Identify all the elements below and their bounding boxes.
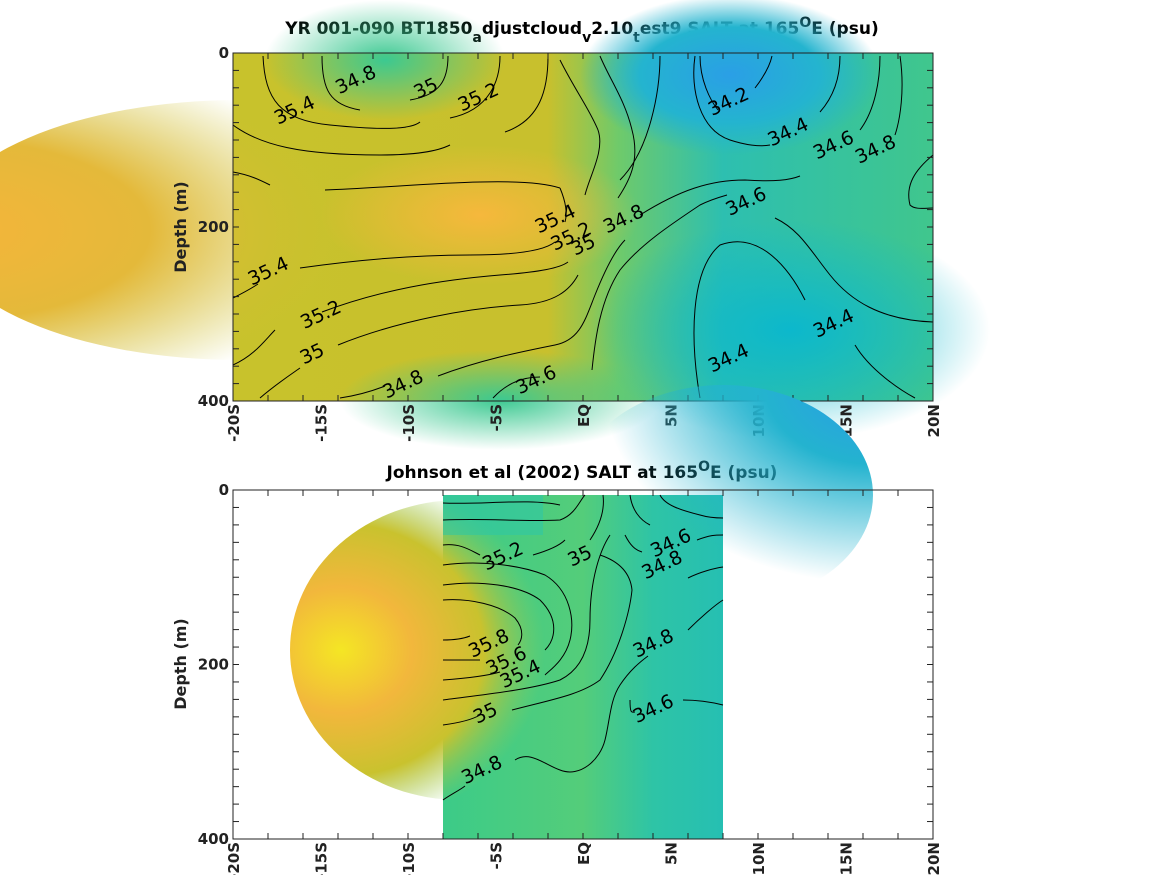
top-y-tick-labels: 0 200 400 <box>198 44 229 410</box>
x-tick-label: EQ <box>575 404 593 427</box>
top-contour-35-north <box>262 55 421 129</box>
top-contour-34-6-lower-b <box>591 194 728 371</box>
bottom-contour-35-lower-b <box>511 554 633 711</box>
bottom-contour-34-8-east <box>687 599 724 631</box>
x-tick-label: -15S <box>313 842 331 875</box>
top-field-warm-core <box>320 145 640 285</box>
top-panel: YR 001-090 BT1850adjustcloudv2.10test9 S… <box>0 0 990 450</box>
x-tick-label: -20S <box>225 404 243 442</box>
top-contour-35-north-b <box>449 55 501 119</box>
bottom-contour-34-6-upper <box>629 494 651 526</box>
top-contour-34-4-deep-b <box>854 344 916 399</box>
bottom-contour-35-4 <box>442 562 573 676</box>
x-tick-label: 10N <box>750 842 768 875</box>
x-tick-label: -5S <box>488 842 506 869</box>
bottom-x-ticks <box>232 489 934 840</box>
x-tick-label: -5S <box>488 404 506 431</box>
bottom-y-axis-label: Depth (m) <box>171 618 190 710</box>
y-tick-label: 400 <box>198 830 229 848</box>
top-contour-35-4-core <box>559 187 567 223</box>
top-field-green-south <box>340 350 660 450</box>
top-contour-35-lower <box>259 367 301 399</box>
bottom-contour-34-6-upper-b <box>696 534 724 541</box>
bottom-contour-surface-2 <box>442 494 586 522</box>
x-tick-label: 20N <box>925 842 943 875</box>
bottom-contour-34-6-east <box>629 699 636 713</box>
y-tick-label: 200 <box>198 656 229 674</box>
bottom-panel: Johnson et al (2002) SALT at 165OE (psu) <box>171 385 943 875</box>
top-contour-35-4-lower-b <box>299 241 556 269</box>
top-contour-lines <box>232 55 934 399</box>
bottom-contour-34-8-upper-b <box>687 566 724 579</box>
top-contour-34-4-deep <box>693 241 806 399</box>
bottom-contour-lines <box>442 494 724 801</box>
bottom-contour-35-2 <box>442 544 481 556</box>
top-contour-35-2-lower-b <box>321 261 569 313</box>
top-contour-34-8-north <box>321 55 361 111</box>
bottom-contour-35-4-b <box>442 671 501 681</box>
top-contour-34-8-north-b <box>409 55 449 101</box>
bottom-contour-34-8-lower <box>442 785 466 801</box>
top-contour-34-8-east <box>639 175 801 216</box>
top-contour-34-8-ne <box>894 55 903 136</box>
top-heatmap-field <box>0 0 990 450</box>
bottom-contour-35-6 <box>442 582 555 651</box>
top-contour-34-4-ne <box>819 55 841 113</box>
bottom-heatmap-field <box>290 385 873 839</box>
top-contour-34-2-fresh-b <box>754 55 773 89</box>
y-tick-label: 0 <box>219 481 229 499</box>
title-segment: djustcloud <box>482 19 582 39</box>
top-contour-34-8-lower <box>339 385 386 399</box>
x-tick-label: -10S <box>400 404 418 442</box>
top-field-deep-east <box>590 220 990 440</box>
x-tick-label: -15S <box>313 404 331 442</box>
top-field-fresh-ne <box>580 0 880 155</box>
top-contour-35-4-upper-b <box>324 181 561 191</box>
bottom-contour-35-east <box>589 494 604 541</box>
bottom-x-tick-labels: -20S -15S -10S -5S EQ 5N 10N 15N 20N <box>225 842 943 875</box>
x-tick-label: 15N <box>838 842 856 875</box>
bottom-contour-35-lower <box>442 714 481 726</box>
x-tick-label: 20N <box>925 404 943 437</box>
top-contour-34-6-ne <box>859 55 881 131</box>
top-contour-34-2-fresh <box>699 55 719 111</box>
x-tick-label: 5N <box>663 842 681 865</box>
x-tick-label: EQ <box>575 842 593 865</box>
bottom-contour-surface-1 <box>442 501 561 506</box>
title-segment: v <box>582 30 591 46</box>
y-tick-label: 400 <box>198 392 229 410</box>
top-field-green-north <box>265 0 505 120</box>
top-contour-34-6-east <box>774 217 934 323</box>
bottom-contour-34-8-lower-b <box>514 655 649 773</box>
bottom-contour-35-8 <box>442 599 523 646</box>
top-contour-34-4-fresh <box>693 55 771 147</box>
top-contour-35-2-north-b <box>504 55 549 133</box>
bottom-contour-34-6-east-b <box>682 699 724 706</box>
bottom-contour-34-4-upper <box>659 494 724 519</box>
top-contour-35-2-north <box>232 124 451 156</box>
top-contour-35-4-upper <box>232 171 271 186</box>
bottom-contour-35-2-b <box>532 539 566 556</box>
y-tick-label: 200 <box>198 218 229 236</box>
top-contour-35-mid <box>599 55 636 199</box>
bottom-y-tick-labels: 0 200 400 <box>198 481 229 848</box>
top-contour-35-2-mid <box>559 59 601 196</box>
x-tick-label: -20S <box>225 842 243 875</box>
bottom-contour-35-8-b <box>442 635 471 641</box>
top-contour-35-lower-b <box>337 274 579 346</box>
x-tick-label: -10S <box>400 842 418 875</box>
top-contour-34-8-lower-b <box>437 239 626 377</box>
top-y-axis-label: Depth (m) <box>171 181 190 273</box>
bottom-field-surface <box>443 495 543 535</box>
top-contour-34-6-lower <box>492 376 541 399</box>
top-contour-34-8-north-c <box>619 55 661 181</box>
bottom-contour-34-8-upper <box>624 534 643 553</box>
bottom-contour-35-2-lower <box>442 534 611 701</box>
top-contour-34-8-ne-b <box>908 154 934 209</box>
y-tick-label: 0 <box>219 44 229 62</box>
top-contour-35-2-lower <box>232 329 276 366</box>
